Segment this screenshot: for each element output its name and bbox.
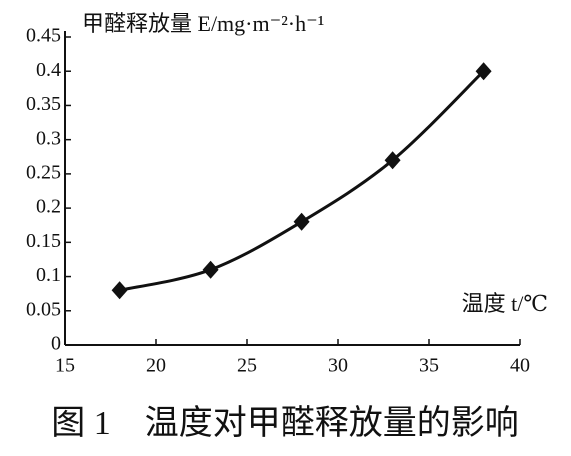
y-tick-label: 0.2 (36, 196, 61, 218)
x-tick-label: 25 (237, 355, 257, 377)
x-tick-label: 15 (55, 355, 75, 377)
marker (293, 212, 310, 231)
line (119, 70, 485, 292)
x-tick-label: 30 (328, 355, 348, 377)
y-tick-label: 0.3 (36, 127, 61, 149)
x-axis-label: 温度 t/℃ (462, 291, 548, 316)
x-tick-label: 40 (510, 355, 530, 377)
y-tick-label: 0.35 (26, 93, 61, 115)
marker (384, 151, 401, 170)
y-tick-label: 0.15 (26, 230, 61, 252)
marker (111, 281, 128, 300)
y-tick-label: 0.4 (36, 59, 61, 81)
marker (475, 62, 492, 81)
x-tick-label: 20 (146, 355, 166, 377)
marker (202, 260, 219, 279)
y-tick-label: 0.1 (36, 264, 61, 286)
y-tick-label: 0.45 (26, 25, 61, 47)
y-tick-label: 0.05 (26, 298, 61, 320)
y-tick-label: 0 (51, 333, 61, 355)
y-tick-label: 0.25 (26, 161, 61, 183)
y-axis-label: 甲醛释放量 E/mg·m⁻²·h⁻¹ (82, 11, 324, 36)
x-tick-label: 35 (419, 355, 439, 377)
caption: 图 1 温度对甲醛释放量的影响 (51, 404, 519, 442)
